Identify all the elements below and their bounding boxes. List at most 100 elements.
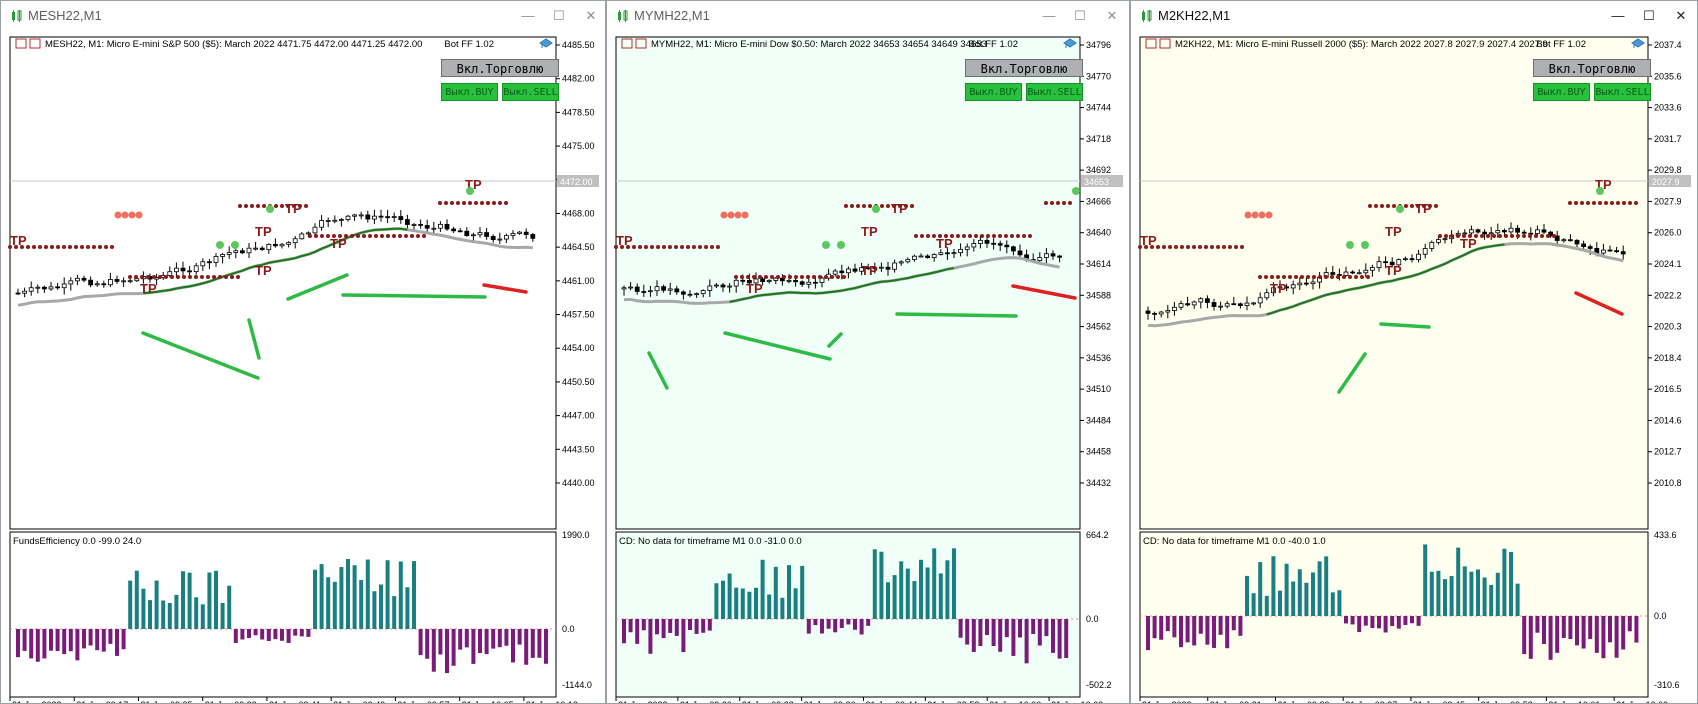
window-titlebar[interactable]: MESH22,M1 — ☐ ✕ — [1, 1, 605, 32]
chart-window-mym[interactable]: MYMH22,M1 — ☐ ✕ MYMH22, M1: Micro E-mini… — [606, 0, 1130, 704]
tp-level-dot — [188, 275, 192, 279]
tp-level-dot — [262, 204, 266, 208]
tp-level-dot — [1342, 275, 1346, 279]
candle-bull — [766, 280, 772, 282]
tp-level-dot — [1016, 234, 1020, 238]
tp-marker: TP — [616, 233, 633, 248]
tp-marker: TP — [1140, 233, 1157, 248]
entry-dot — [1244, 211, 1252, 219]
tp-level-dot — [980, 234, 984, 238]
histogram-bar-up — [734, 587, 739, 619]
histogram-bar-down — [1634, 616, 1639, 643]
histogram-bar-down — [1390, 616, 1395, 626]
disable-buy-button[interactable]: Выкл.BUY — [965, 83, 1022, 101]
candle-bear — [490, 236, 496, 241]
minimize-icon[interactable]: — — [521, 8, 535, 23]
time-tick-label: 21 Jan 10:01 — [1548, 700, 1600, 704]
price-chart[interactable]: MESH22, M1: Micro E-mini S&P 500 ($5): M… — [1, 31, 605, 703]
histogram-bar-down — [701, 619, 706, 633]
tp-level-dot — [1392, 204, 1396, 208]
histogram-bar-down — [260, 629, 265, 640]
candle-bull — [1264, 292, 1270, 299]
time-tick-label: 21 Jan 09:53 — [1481, 700, 1533, 704]
candle-bull — [497, 238, 503, 241]
candle-bear — [404, 219, 410, 225]
time-tick-label: 21 Jan 10:08 — [1051, 700, 1103, 704]
histogram-bar-up — [919, 559, 923, 619]
candle-bull — [977, 239, 983, 244]
price-tick-label: 34796 — [1086, 40, 1111, 50]
tp-level-dot — [1540, 234, 1544, 238]
disable-buy-button[interactable]: Выкл.BUY — [441, 83, 498, 101]
candle-bull — [226, 252, 232, 255]
tp-level-dot — [410, 234, 414, 238]
annotation-stroke-green — [341, 293, 487, 299]
histogram-bar-up — [1297, 569, 1302, 616]
disable-sell-button[interactable]: Выкл.SELL — [1026, 83, 1083, 101]
candle-bull — [911, 255, 917, 260]
tp-marker: TP — [891, 201, 908, 216]
candle-bear — [1336, 274, 1342, 276]
tp-level-dot — [20, 245, 24, 249]
tp-level-dot — [128, 275, 132, 279]
candle-bull — [958, 248, 964, 254]
minimize-icon[interactable]: — — [1042, 8, 1056, 23]
candle-bull — [213, 256, 219, 263]
maximize-icon[interactable]: ☐ — [1643, 8, 1655, 23]
histogram-bar-down — [1588, 616, 1593, 640]
histogram-bar-down — [451, 629, 456, 666]
histogram-bar-up — [148, 600, 152, 629]
histogram-bar-down — [1542, 616, 1546, 645]
candle-bull — [108, 279, 113, 286]
tp-level-dot — [422, 234, 426, 238]
candle-bull — [971, 243, 977, 248]
tp-level-dot — [844, 204, 848, 208]
minimize-icon[interactable]: — — [1611, 8, 1625, 23]
tp-level-dot — [134, 275, 138, 279]
enable-trading-button[interactable]: Вкл.Торговлю — [1533, 59, 1651, 77]
tp-level-dot — [256, 204, 260, 208]
window-titlebar[interactable]: MYMH22,M1 — ☐ ✕ — [607, 1, 1129, 32]
candle-bull — [127, 280, 133, 283]
maximize-icon[interactable]: ☐ — [553, 8, 565, 23]
tp-level-dot — [914, 234, 918, 238]
entry-dot — [1258, 211, 1266, 219]
window-titlebar[interactable]: M2KH22,M1 — ☐ ✕ — [1131, 1, 1697, 32]
candle-bear — [1501, 230, 1507, 233]
candle-bull — [134, 278, 140, 282]
tp-level-dot — [350, 234, 354, 238]
tp-level-dot — [438, 201, 442, 205]
histogram-bar-down — [1218, 616, 1223, 635]
histogram-bar-down — [1528, 616, 1533, 659]
price-tick-label: 2010.8 — [1654, 478, 1682, 488]
close-icon[interactable]: ✕ — [1106, 8, 1118, 23]
price-chart[interactable]: M2KH22, M1: Micro E-mini Russell 2000 ($… — [1131, 31, 1697, 704]
time-tick-label: 21 Jan 09:44 — [865, 700, 917, 704]
price-chart[interactable]: MYMH22, M1: Micro E-mini Dow $0.50: Marc… — [607, 31, 1129, 704]
close-icon[interactable]: ✕ — [585, 8, 597, 23]
histogram-bar-down — [978, 619, 983, 647]
maximize-icon[interactable]: ☐ — [1074, 8, 1086, 23]
histogram-bar-up — [412, 561, 416, 629]
histogram-bar-down — [694, 619, 699, 634]
tp-level-dot — [230, 275, 234, 279]
close-icon[interactable]: ✕ — [1675, 8, 1687, 23]
chart-window-m2k[interactable]: M2KH22,M1 — ☐ ✕ M2KH22, M1: Micro E-mini… — [1130, 0, 1698, 704]
histogram-bar-down — [820, 619, 824, 634]
disable-sell-button[interactable]: Выкл.SELL — [502, 83, 559, 101]
disable-buy-button[interactable]: Выкл.BUY — [1533, 83, 1590, 101]
indicator-tick-label: -502.2 — [1086, 680, 1112, 690]
candle-bull — [325, 220, 331, 222]
histogram-bar-down — [1403, 616, 1408, 625]
tp-level-dot — [374, 234, 378, 238]
enable-trading-button[interactable]: Вкл.Торговлю — [965, 59, 1083, 77]
candle-bear — [1050, 253, 1056, 257]
disable-sell-button[interactable]: Выкл.SELL — [1594, 83, 1651, 101]
candle-bull — [286, 242, 292, 245]
price-tick-label: 34458 — [1086, 447, 1111, 457]
chart-window-mesh[interactable]: MESH22,M1 — ☐ ✕ MESH22, M1: Micro E-mini… — [0, 0, 606, 704]
tp-level-dot — [1410, 204, 1414, 208]
enable-trading-button[interactable]: Вкл.Торговлю — [441, 59, 559, 77]
histogram-bar-up — [379, 584, 383, 629]
tp-marker: TP — [1385, 224, 1402, 239]
